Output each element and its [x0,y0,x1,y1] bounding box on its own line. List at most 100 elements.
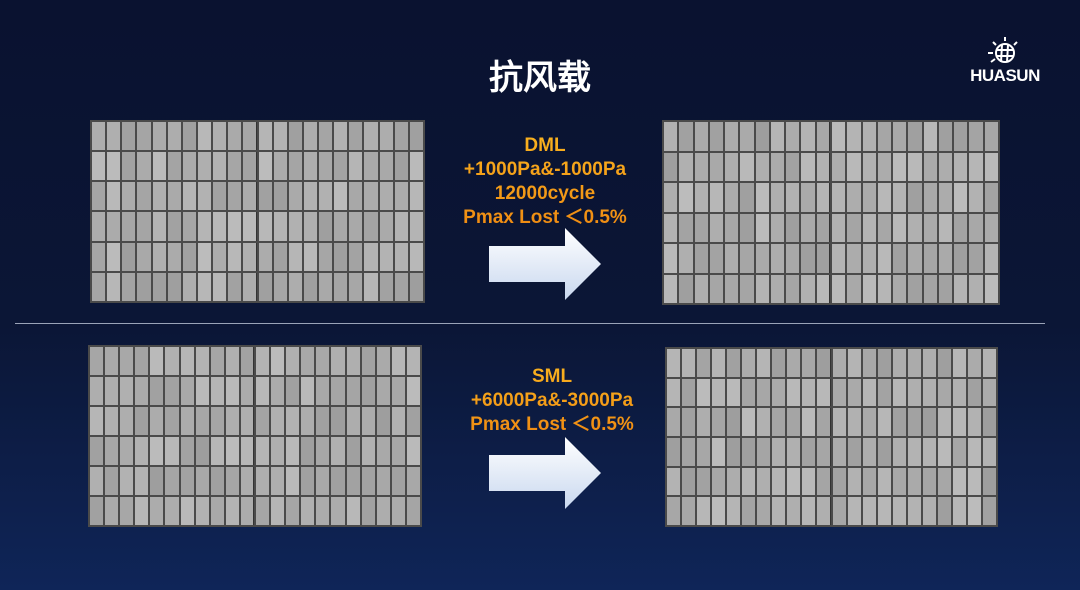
solar-cell [137,122,151,151]
solar-cell [165,407,179,435]
solar-cell [319,122,333,151]
solar-cell [847,213,861,242]
solar-cell [679,213,693,242]
solar-cell [197,272,212,301]
solar-cell [847,122,861,151]
solar-cell [364,212,378,241]
solar-cell [273,272,287,301]
solar-cell [982,497,996,525]
solar-cell [135,437,149,465]
solar-cell [346,497,360,525]
solar-cell [831,274,846,303]
solar-cell [225,437,239,465]
solar-cell [182,212,196,241]
solar-cell [816,244,830,273]
solar-cell [406,377,420,405]
solar-cell [679,244,693,273]
solar-cell [832,408,846,436]
solar-cell [923,274,937,303]
solar-cell [937,467,951,496]
solar-cell [679,152,693,181]
solar-cell [331,347,345,375]
solar-cell [757,437,771,466]
solar-cell [954,122,968,151]
solar-cell [831,244,846,273]
solar-cell [832,467,846,496]
solar-cell [394,182,408,211]
solar-cell [893,213,907,242]
solar-cell [937,378,951,407]
solar-cell [120,377,134,405]
solar-cell [862,244,876,273]
solar-cell [862,378,876,407]
solar-cell [816,274,830,303]
solar-cell [967,437,981,466]
solar-cell [697,349,711,377]
solar-cell [969,152,983,181]
solar-cell [969,183,983,212]
solar-cell [316,467,330,495]
solar-cell [727,349,741,377]
solar-cell [679,183,693,212]
solar-cell [165,347,179,375]
solar-cell [967,378,981,407]
solar-cell [877,349,891,377]
solar-cell [152,152,166,181]
solar-cell [243,122,257,151]
solar-cell [361,347,375,375]
solar-cell [195,497,209,525]
solar-cell [697,378,711,407]
solar-cell [225,467,239,495]
solar-cell [255,377,270,405]
solar-cell [240,437,254,465]
solar-cell [923,213,937,242]
solar-cell [271,347,285,375]
solar-cell [120,467,134,495]
solar-cell [210,467,224,495]
solar-cell [740,213,754,242]
solar-cell [907,349,921,377]
solar-cell [361,497,375,525]
solar-cell [682,349,696,377]
solar-cell [376,467,390,495]
solar-cell [938,152,953,181]
solar-cell [135,377,149,405]
solar-cell [167,152,181,181]
solar-cell [334,182,348,211]
solar-cell [697,497,711,525]
solar-cell [908,274,922,303]
solar-cell [967,497,981,525]
solar-cell [740,152,754,181]
solar-cell [908,122,922,151]
solar-cell [831,213,846,242]
solar-cell [319,152,333,181]
solar-cell [772,408,786,436]
solar-cell [90,377,104,405]
solar-cell [334,122,348,151]
slide-title: 抗风载 [489,58,591,98]
solar-cell [667,437,681,466]
solar-cell [862,467,876,496]
solar-cell [862,274,876,303]
solar-cell [288,182,302,211]
solar-cell [908,183,922,212]
test-result: Pmax Lost ＜0.5% [470,414,634,435]
solar-cell [228,152,242,181]
solar-cell [682,378,696,407]
solar-cell [107,152,121,181]
solar-cell [195,347,209,375]
solar-cell [349,152,363,181]
solar-cell [90,407,104,435]
solar-cell [816,213,830,242]
solar-cell [346,377,360,405]
solar-cell [406,497,420,525]
solar-cell [664,122,678,151]
solar-cell [122,272,136,301]
solar-cell [952,408,966,436]
solar-cell [877,122,892,151]
solar-cell [334,242,348,271]
solar-cell [152,182,166,211]
solar-cell [740,244,754,273]
solar-cell [694,122,708,151]
solar-cell [816,122,830,151]
